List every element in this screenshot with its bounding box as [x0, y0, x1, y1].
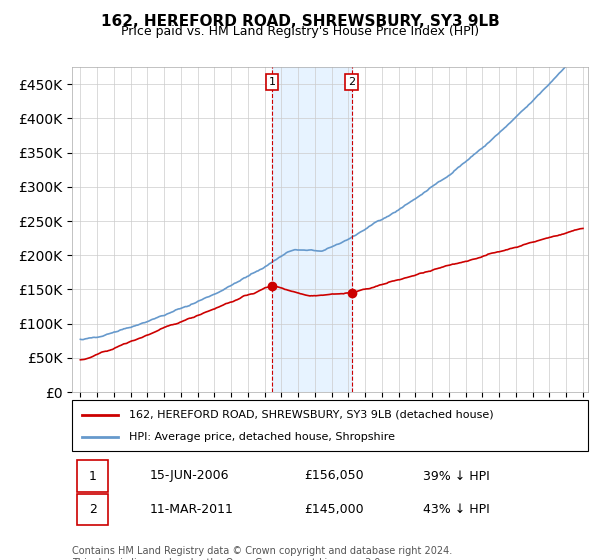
- Text: 1: 1: [89, 469, 97, 483]
- Text: 2: 2: [348, 77, 355, 87]
- Text: 43% ↓ HPI: 43% ↓ HPI: [423, 503, 490, 516]
- FancyBboxPatch shape: [77, 460, 108, 492]
- Text: 1: 1: [269, 77, 276, 87]
- Bar: [272, 67, 352, 392]
- Text: 2: 2: [89, 503, 97, 516]
- Text: 39% ↓ HPI: 39% ↓ HPI: [423, 469, 490, 483]
- FancyBboxPatch shape: [77, 494, 108, 525]
- Text: Contains HM Land Registry data © Crown copyright and database right 2024.
This d: Contains HM Land Registry data © Crown c…: [72, 546, 452, 560]
- Text: 162, HEREFORD ROAD, SHREWSBURY, SY3 9LB: 162, HEREFORD ROAD, SHREWSBURY, SY3 9LB: [101, 14, 499, 29]
- Text: Price paid vs. HM Land Registry's House Price Index (HPI): Price paid vs. HM Land Registry's House …: [121, 25, 479, 38]
- Text: HPI: Average price, detached house, Shropshire: HPI: Average price, detached house, Shro…: [129, 432, 395, 442]
- Text: £156,050: £156,050: [304, 469, 364, 483]
- Text: 11-MAR-2011: 11-MAR-2011: [149, 503, 233, 516]
- FancyBboxPatch shape: [72, 400, 588, 451]
- Text: £145,000: £145,000: [304, 503, 364, 516]
- Text: 15-JUN-2006: 15-JUN-2006: [149, 469, 229, 483]
- Text: 162, HEREFORD ROAD, SHREWSBURY, SY3 9LB (detached house): 162, HEREFORD ROAD, SHREWSBURY, SY3 9LB …: [129, 409, 493, 419]
